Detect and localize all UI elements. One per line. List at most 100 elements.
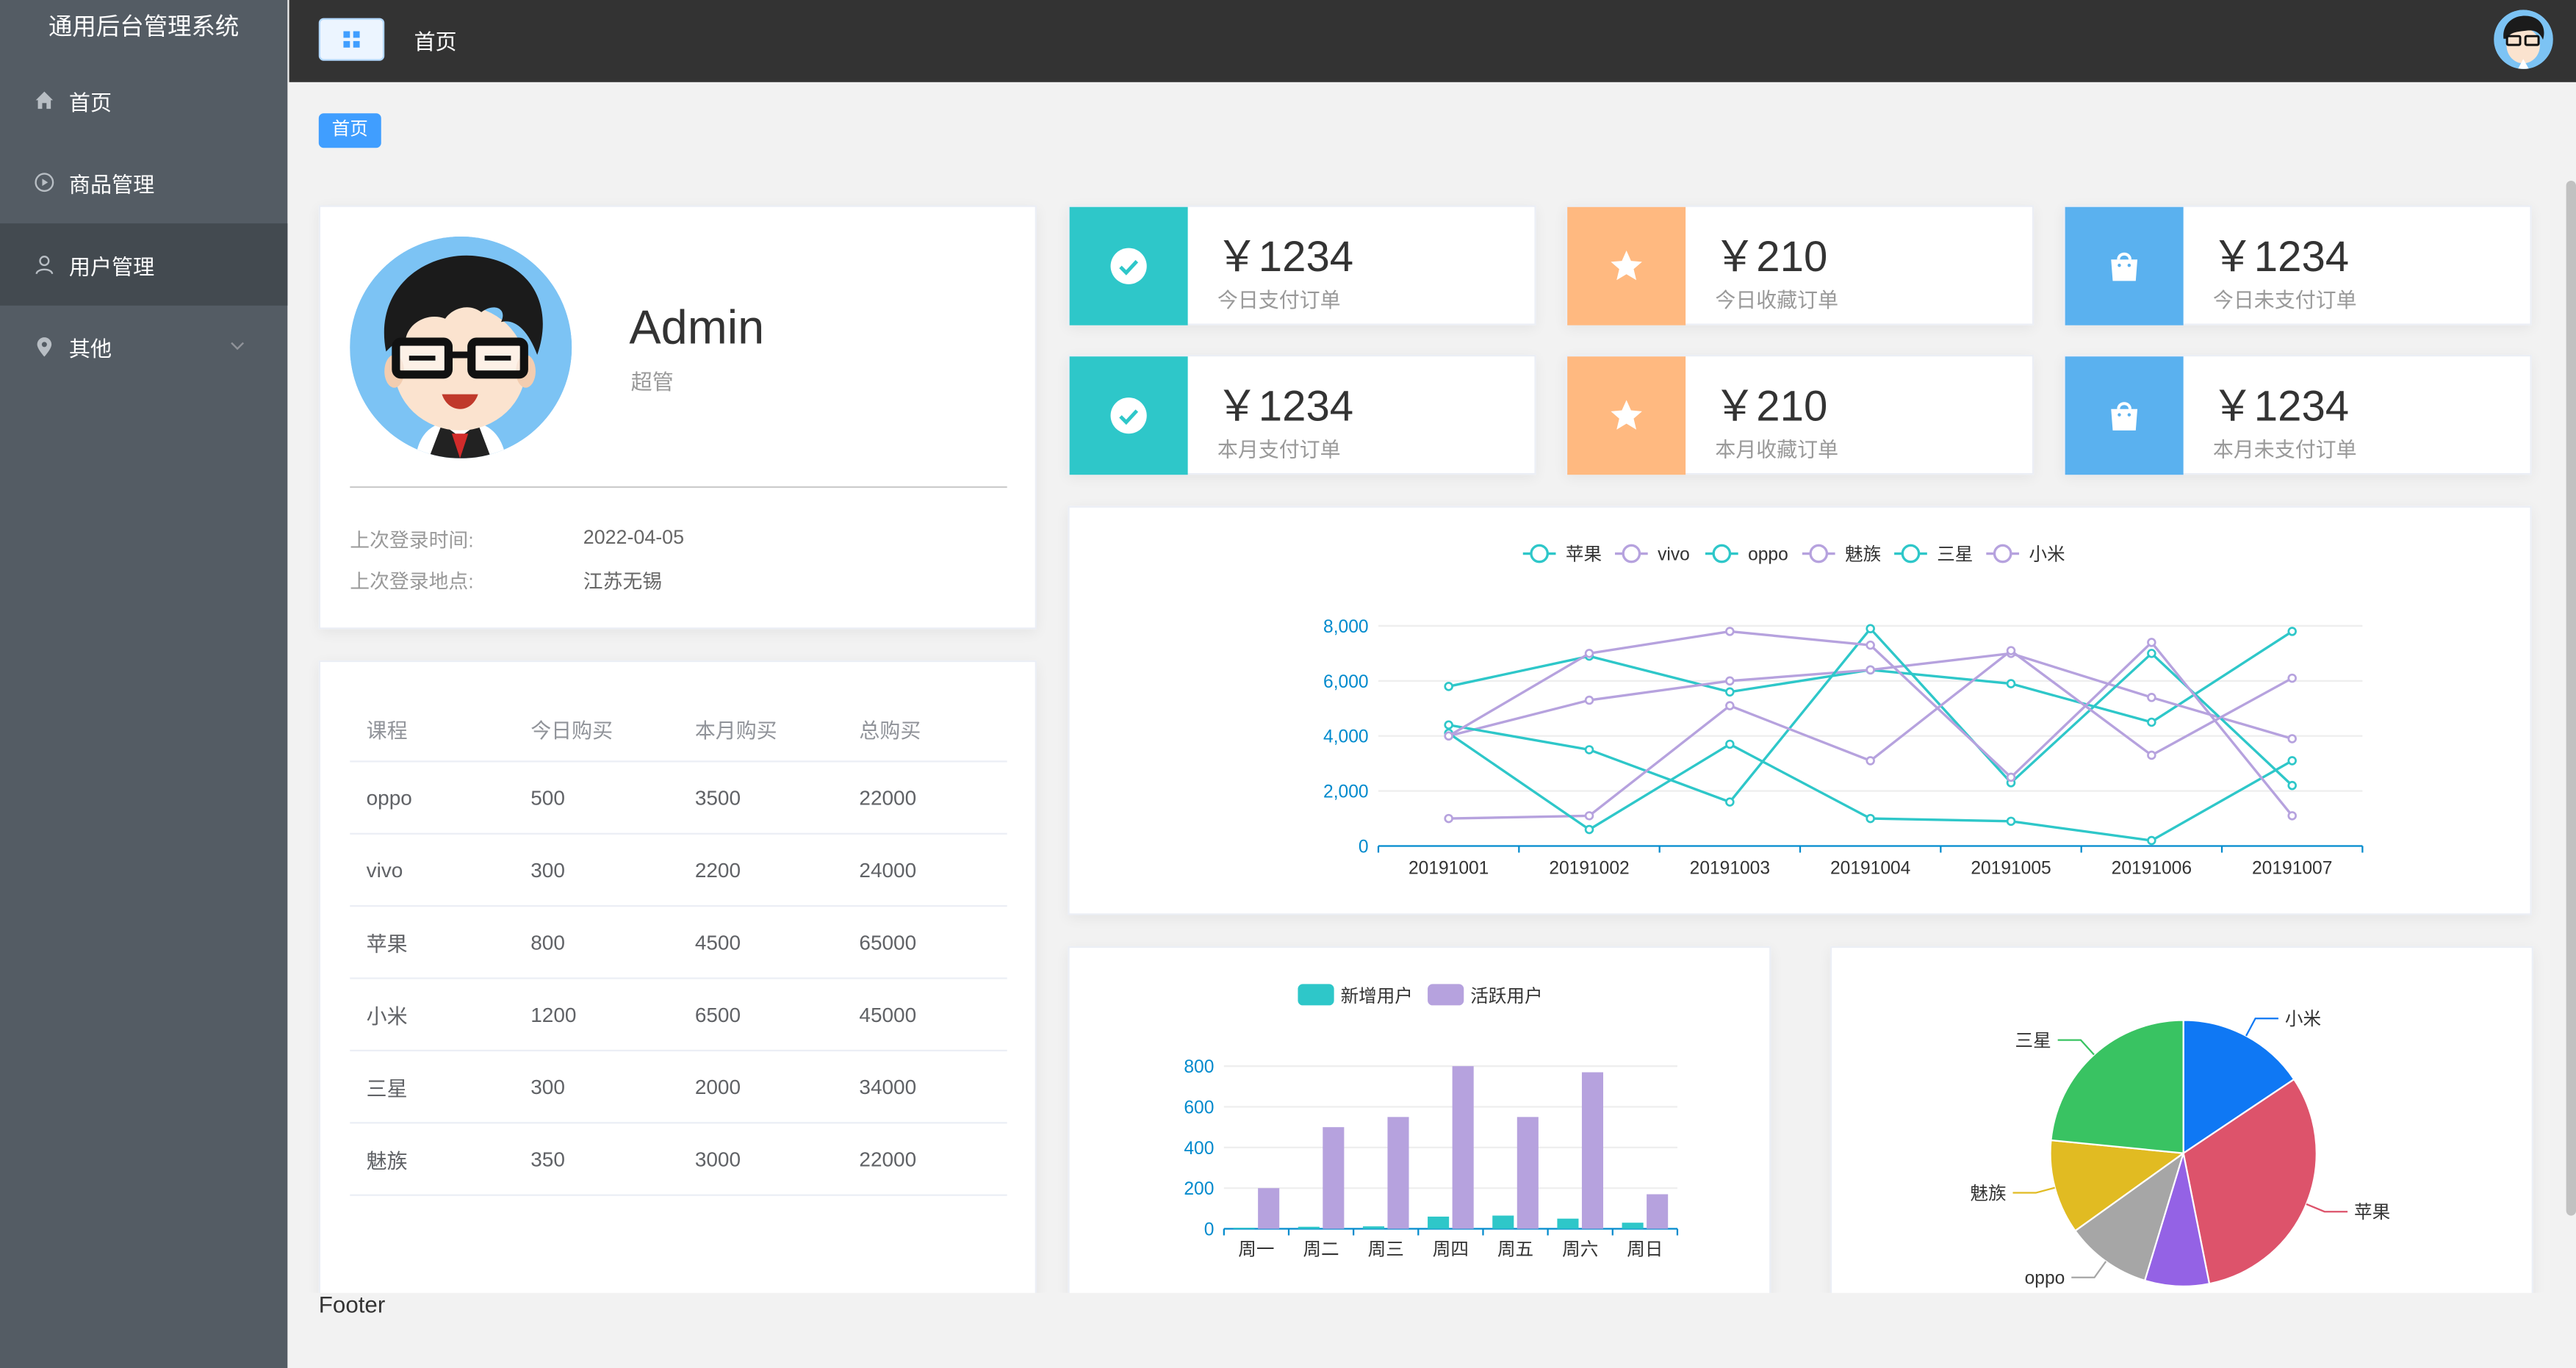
data-point: [1725, 627, 1735, 636]
stat-icon-box: [1069, 206, 1188, 325]
table-cell: 22000: [859, 785, 917, 810]
table-cell: 350: [530, 1147, 565, 1171]
table-cell: 2200: [694, 858, 741, 882]
data-point: [1584, 745, 1594, 755]
table-cell: 45000: [859, 1003, 917, 1026]
table-header-cell: 本月购买: [694, 719, 777, 742]
bar: [1387, 1117, 1409, 1229]
sidebar-item-users[interactable]: 用户管理: [0, 223, 288, 306]
table-cell: 3000: [694, 1147, 741, 1171]
table-header-cell: 总购买: [859, 719, 921, 742]
last-login-place-label: 上次登录地点:: [350, 569, 474, 594]
data-point: [1725, 687, 1735, 697]
table-cell: 2000: [694, 1075, 741, 1098]
bar: [1362, 1226, 1384, 1229]
user-avatar: [350, 236, 572, 458]
pie-label-line: [2071, 1261, 2107, 1278]
bar: [1557, 1218, 1579, 1229]
data-point: [1866, 813, 1875, 824]
line-chart-card: 0 2,000 4,000 6,000 8,000 20191001 20191002 201…: [1068, 505, 2532, 915]
sidebar-item-label: 首页: [68, 89, 112, 115]
y-tick-label: 200: [1184, 1179, 1214, 1199]
data-point: [1584, 811, 1594, 821]
bar: [1517, 1117, 1539, 1229]
stat-icon-box: [2065, 206, 2184, 325]
video-play-icon: [35, 173, 54, 192]
stat-card-month-paid: ￥1234 本月支付订单: [1068, 354, 1536, 475]
data-point: [1866, 640, 1875, 650]
data-point: [2006, 679, 2016, 688]
y-tick-label: 4,000: [1323, 727, 1369, 747]
pie-label: 小米: [2285, 1009, 2321, 1029]
bar: [1622, 1223, 1644, 1229]
last-login-time-label: 上次登录时间:: [350, 528, 474, 552]
table-cell: 22000: [859, 1147, 917, 1171]
table-cell: 4500: [694, 930, 741, 954]
x-tick-label: 周一: [1238, 1239, 1274, 1259]
x-tick-label: 周四: [1433, 1239, 1469, 1259]
footer-area: [289, 1292, 2576, 1368]
divider: [350, 486, 1007, 489]
stat-value: ￥1234: [1215, 231, 1354, 281]
check-circle-icon: [1110, 248, 1147, 284]
legend-label: 三星: [1937, 544, 1973, 564]
sidebar-item-products[interactable]: 商品管理: [0, 141, 287, 223]
x-tick-label: 20191001: [1408, 859, 1489, 879]
sidebar-item-label: 用户管理: [68, 253, 155, 279]
sidebar-item-home[interactable]: 首页: [0, 59, 287, 141]
data-point: [2147, 638, 2156, 647]
stat-value: ￥1234: [1215, 381, 1354, 431]
sidebar: 通用后台管理系统 首页 商品管理 用户管理 其他: [0, 0, 288, 1368]
data-point: [2147, 835, 2156, 846]
bar: [1492, 1215, 1514, 1229]
table-cell: 魅族: [366, 1150, 408, 1173]
purchase-table-card: 课程 今日购买 本月购买 总购买 oppo 500 3500 22000 viv…: [318, 660, 1037, 1318]
user-info-card: Admin 超管 上次登录时间: 2022-04-05 上次登录地点: 江苏无锡: [318, 205, 1037, 630]
stat-label: 本月收藏订单: [1715, 439, 1839, 462]
page-scrollbar[interactable]: [2566, 180, 2576, 1216]
data-point: [1725, 676, 1735, 686]
data-point: [2147, 750, 2156, 760]
sidebar-item-other[interactable]: 其他: [0, 306, 287, 388]
sidebar-item-label: 其他: [68, 336, 112, 361]
avatar-cartoon-icon: [350, 236, 572, 458]
data-point: [2287, 756, 2297, 766]
legend-marker: [1712, 544, 1732, 564]
pie-label-line: [2012, 1187, 2056, 1194]
stat-label: 今日支付订单: [1217, 289, 1341, 312]
data-point: [1866, 624, 1875, 633]
x-tick-label: 20191003: [1690, 859, 1770, 879]
data-point: [1584, 695, 1594, 705]
stat-value: ￥210: [1713, 231, 1828, 281]
pie-slice: [2049, 1139, 2186, 1232]
footer: Footer: [318, 1291, 386, 1318]
x-tick-label: 20191007: [2252, 859, 2332, 879]
data-point: [1584, 824, 1594, 835]
stat-value: ￥210: [1713, 381, 1828, 431]
x-tick-label: 20191005: [1971, 859, 2051, 879]
y-tick-label: 8,000: [1323, 617, 1369, 637]
stat-label: 今日未支付订单: [2212, 289, 2357, 312]
header-breadcrumb[interactable]: 首页: [414, 29, 457, 54]
last-login-place-value: 江苏无锡: [583, 569, 663, 594]
data-point: [2147, 717, 2156, 727]
data-point: [2287, 734, 2297, 744]
sidebar-item-label: 商品管理: [68, 171, 155, 197]
pie-label-line: [2306, 1203, 2348, 1213]
table-row: 三星 300 2000 34000: [350, 1051, 1007, 1124]
table-header-cell: 今日购买: [530, 719, 614, 742]
series-line: [1447, 732, 2293, 842]
bar-chart-card: 0 200 400 600 800 周一 周二 周三 周四 周五 周六 周日 新增用户 活跃用户: [1068, 946, 1771, 1341]
data-point: [2287, 780, 2297, 791]
x-tick-label: 周二: [1303, 1239, 1339, 1259]
avatar[interactable]: [2494, 10, 2553, 69]
table-cell: 24000: [859, 858, 917, 882]
bar: [1323, 1127, 1345, 1229]
bar: [1452, 1066, 1474, 1229]
tab-home[interactable]: 首页: [318, 113, 381, 148]
x-tick-label: 20191002: [1549, 859, 1629, 879]
legend-marker: [1901, 544, 1921, 564]
data-point: [2287, 627, 2297, 636]
collapse-menu-button[interactable]: [318, 18, 385, 61]
